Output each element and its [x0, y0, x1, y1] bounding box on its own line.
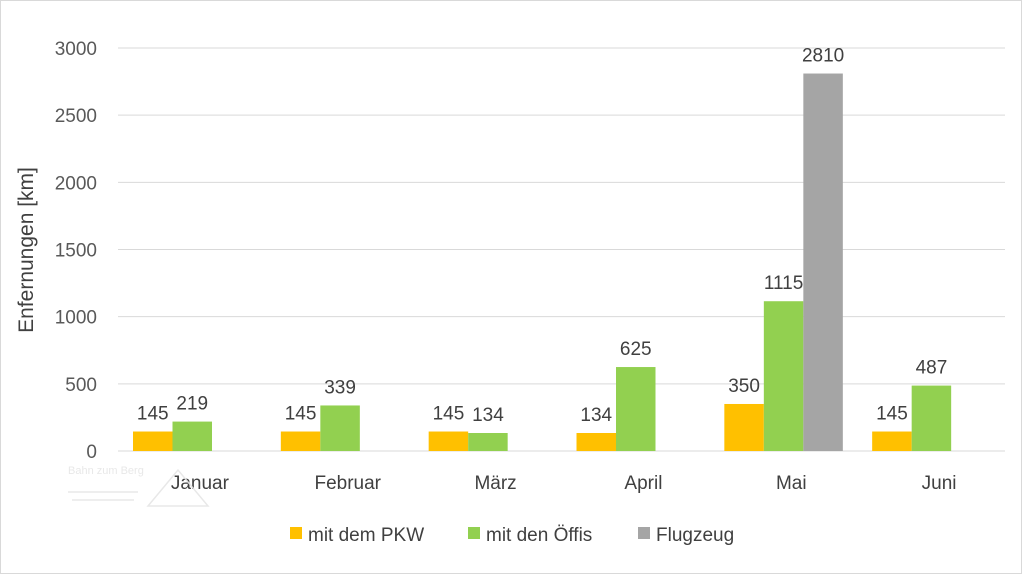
bar-mit-dem-pkw-februar	[280, 431, 321, 451]
bar-mit-dem-pkw-juni	[872, 431, 912, 451]
data-label: 134	[580, 405, 612, 426]
bar-mit-den-öffis-januar	[172, 421, 212, 451]
y-tick-label: 1500	[55, 241, 97, 262]
bar-mit-den-öffis-mai	[763, 301, 804, 451]
y-tick-label: 2500	[55, 106, 97, 127]
y-tick-label: 2000	[55, 173, 97, 194]
bar-mit-den-öffis-februar	[320, 405, 360, 451]
legend-swatch	[290, 527, 302, 539]
legend-swatch	[638, 527, 650, 539]
bar-mit-dem-pkw-mai	[724, 403, 764, 451]
legend-label: mit dem PKW	[308, 525, 424, 546]
bar-mit-den-öffis-märz	[468, 432, 508, 451]
bar-mit-dem-pkw-märz	[428, 431, 469, 451]
y-tick-label: 0	[86, 442, 97, 463]
bars	[133, 73, 952, 452]
data-label: 134	[472, 405, 504, 426]
data-label: 625	[620, 339, 652, 360]
y-tick-label: 3000	[55, 39, 97, 60]
x-tick-label: März	[474, 473, 516, 494]
legend-label: mit den Öffis	[486, 525, 592, 546]
bar-mit-den-öffis-juni	[911, 385, 952, 451]
y-axis-label: Enfernungen [km]	[15, 167, 38, 333]
legend-label: Flugzeug	[656, 525, 734, 546]
y-tick-label: 500	[65, 375, 97, 396]
watermark-text: Bahn zum Berg	[68, 465, 144, 477]
data-label: 145	[137, 404, 169, 425]
data-label: 2810	[802, 46, 844, 67]
bar-mit-dem-pkw-januar	[133, 431, 173, 451]
data-labels: 145 219 145 339 145 134 134 625 350 1115 2810 145 48…	[137, 46, 947, 426]
x-tick-label: Mai	[776, 473, 807, 494]
data-label: 350	[728, 376, 760, 397]
x-tick-label: Januar	[171, 473, 230, 494]
x-tick-label: Februar	[314, 473, 381, 494]
data-label: 339	[324, 377, 356, 398]
legend: mit dem PKW mit den Öffis Flugzeug	[290, 525, 734, 546]
watermark-logo: Bahn zum Berg	[68, 465, 210, 507]
x-tick-label: Juni	[922, 473, 957, 494]
bar-mit-den-öffis-april	[616, 367, 656, 451]
legend-swatch	[468, 527, 480, 539]
bar-mit-dem-pkw-april	[576, 432, 616, 451]
gridlines	[118, 47, 1005, 452]
y-axis-ticks: 0 500 1000 1500 2000 2500 3000	[55, 39, 97, 463]
x-axis-categories: Januar Februar März April Mai Juni	[171, 473, 957, 494]
data-label: 487	[916, 358, 948, 379]
y-tick-label: 1000	[55, 308, 97, 329]
bar-flugzeug-mai	[803, 73, 843, 452]
data-label: 219	[176, 394, 208, 415]
data-label: 1115	[764, 273, 803, 294]
data-label: 145	[876, 404, 908, 425]
data-label: 145	[285, 404, 317, 425]
x-tick-label: April	[624, 473, 662, 494]
data-label: 145	[433, 404, 465, 425]
watermark-train-mountain-icon	[68, 468, 210, 507]
